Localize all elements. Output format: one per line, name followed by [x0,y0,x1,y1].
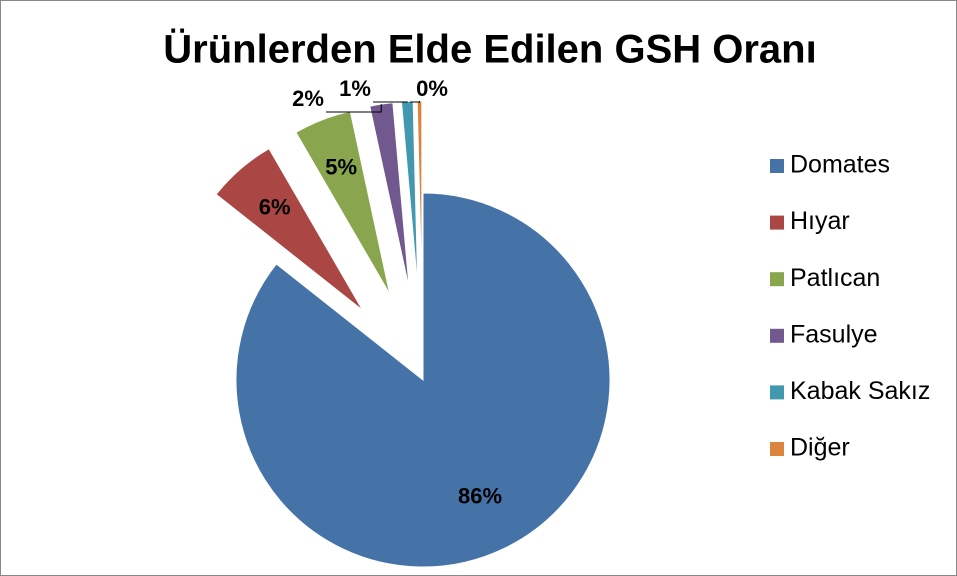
pie-slice [295,110,391,295]
legend-swatch [770,442,784,456]
leader-line [410,101,421,103]
data-label: 0% [416,76,448,101]
legend-swatch [770,215,784,230]
legend-label: Kabak Sakız [790,377,930,405]
legend-swatch [770,328,784,343]
chart-title: Ürünlerden Elde Edilen GSH Oranı [163,27,816,72]
legend-label: Fasulye [790,320,878,348]
legend-label: Hıyar [790,207,850,235]
data-label: 86% [458,484,502,509]
legend-swatch [770,159,784,173]
pie-slice [235,192,611,568]
data-label: 1% [339,76,371,101]
pie-slice [215,148,364,311]
legend-label: Domates [790,151,890,179]
legend-label: Patlıcan [790,264,880,292]
data-label: 6% [259,194,291,219]
legend-label: Diğer [790,434,850,462]
data-label: 2% [292,86,324,111]
legend-swatch [770,272,784,287]
data-label: 5% [325,154,357,179]
legend-swatch [770,385,784,400]
leader-line [326,104,382,113]
leader-line [373,101,408,103]
